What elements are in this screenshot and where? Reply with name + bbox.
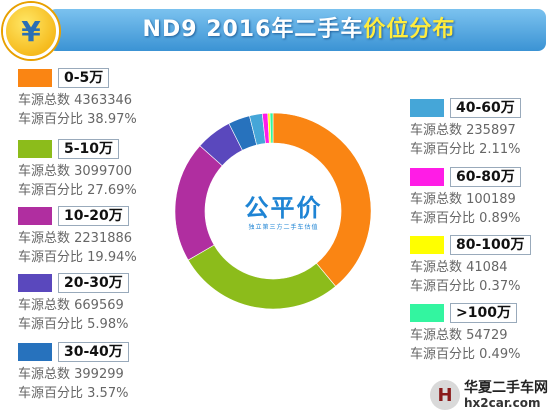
legend-swatch bbox=[18, 140, 52, 158]
title-banner bbox=[48, 9, 546, 51]
legend-item: >100万 车源总数 54729 车源百分比 0.49% bbox=[410, 303, 520, 364]
slice-10-20万 bbox=[174, 145, 223, 261]
count-label: 车源总数 bbox=[18, 164, 75, 179]
percent-label: 车源百分比 bbox=[410, 211, 480, 226]
watermark-text: 华夏二手车网 bbox=[464, 379, 548, 396]
count-value: 2231886 bbox=[74, 231, 133, 246]
legend-item: 40-60万 车源总数 235897 车源百分比 2.11% bbox=[410, 98, 521, 159]
count-label: 车源总数 bbox=[18, 231, 75, 246]
legend-swatch bbox=[18, 274, 52, 292]
count-value: 235897 bbox=[466, 123, 516, 138]
legend-count: 车源总数 4363346 bbox=[18, 91, 137, 110]
count-value: 3099700 bbox=[74, 164, 133, 179]
legend-item: 80-100万 车源总数 41084 车源百分比 0.37% bbox=[410, 235, 531, 296]
percent-label: 车源百分比 bbox=[410, 347, 480, 362]
slice-0-5万 bbox=[272, 112, 372, 287]
percent-value: 38.97% bbox=[87, 112, 137, 127]
legend-percent: 车源百分比 3.57% bbox=[18, 384, 129, 403]
watermark: H 华夏二手车网 hx2car.com bbox=[430, 380, 548, 410]
legend-percent: 车源百分比 38.97% bbox=[18, 110, 137, 129]
logo: 公平价 独立第三方二手车估值 bbox=[236, 194, 331, 231]
count-value: 669569 bbox=[74, 298, 124, 313]
legend-range: 0-5万 bbox=[58, 68, 110, 88]
legend-count: 车源总数 3099700 bbox=[18, 162, 137, 181]
percent-label: 车源百分比 bbox=[18, 386, 88, 401]
count-label: 车源总数 bbox=[410, 328, 467, 343]
legend-count: 车源总数 41084 bbox=[410, 258, 531, 277]
legend-range: 40-60万 bbox=[450, 98, 521, 118]
chart-title: ND9 2016年二手车价位分布 bbox=[64, 13, 534, 47]
yuan-coin-icon: ¥ bbox=[3, 3, 59, 59]
percent-label: 车源百分比 bbox=[18, 317, 88, 332]
legend-percent: 车源百分比 5.98% bbox=[18, 315, 129, 334]
count-label: 车源总数 bbox=[18, 298, 75, 313]
title-highlight: 价位分布 bbox=[363, 17, 456, 42]
legend-percent: 车源百分比 27.69% bbox=[18, 181, 137, 200]
yuan-symbol: ¥ bbox=[21, 14, 41, 48]
percent-label: 车源百分比 bbox=[410, 279, 480, 294]
count-value: 4363346 bbox=[74, 93, 133, 108]
legend-percent: 车源百分比 19.94% bbox=[18, 248, 137, 267]
legend-range: 80-100万 bbox=[450, 235, 531, 255]
legend-swatch bbox=[410, 168, 444, 186]
legend-swatch bbox=[410, 236, 444, 254]
legend-range: 30-40万 bbox=[58, 342, 129, 362]
count-value: 54729 bbox=[466, 328, 508, 343]
legend-count: 车源总数 669569 bbox=[18, 296, 129, 315]
count-value: 100189 bbox=[466, 192, 516, 207]
count-value: 399299 bbox=[74, 367, 124, 382]
percent-label: 车源百分比 bbox=[18, 250, 88, 265]
percent-label: 车源百分比 bbox=[18, 183, 88, 198]
legend-percent: 车源百分比 0.37% bbox=[410, 277, 531, 296]
legend-count: 车源总数 399299 bbox=[18, 365, 129, 384]
percent-value: 5.98% bbox=[87, 317, 129, 332]
legend-range: 5-10万 bbox=[58, 139, 120, 159]
legend-item: 10-20万 车源总数 2231886 车源百分比 19.94% bbox=[18, 206, 137, 267]
watermark-logo-icon: H bbox=[430, 380, 460, 410]
percent-label: 车源百分比 bbox=[18, 112, 88, 127]
legend-count: 车源总数 54729 bbox=[410, 326, 520, 345]
count-value: 41084 bbox=[466, 260, 508, 275]
legend-percent: 车源百分比 0.49% bbox=[410, 345, 520, 364]
percent-value: 3.57% bbox=[87, 386, 129, 401]
percent-value: 2.11% bbox=[479, 142, 521, 157]
legend-item: 60-80万 车源总数 100189 车源百分比 0.89% bbox=[410, 167, 521, 228]
legend-percent: 车源百分比 0.89% bbox=[410, 209, 521, 228]
count-label: 车源总数 bbox=[410, 260, 467, 275]
legend-swatch bbox=[18, 207, 52, 225]
watermark-url: hx2car.com bbox=[464, 395, 541, 410]
title-main: ND9 2016年二手车 bbox=[142, 17, 364, 42]
percent-value: 0.49% bbox=[479, 347, 521, 362]
logo-subtext: 独立第三方二手车估值 bbox=[248, 224, 319, 231]
legend-range: 10-20万 bbox=[58, 206, 129, 226]
legend-percent: 车源百分比 2.11% bbox=[410, 140, 521, 159]
legend-range: 60-80万 bbox=[450, 167, 521, 187]
legend-swatch bbox=[18, 69, 52, 87]
legend-swatch bbox=[410, 304, 444, 322]
legend-range: >100万 bbox=[450, 303, 517, 323]
percent-value: 19.94% bbox=[87, 250, 137, 265]
percent-value: 27.69% bbox=[87, 183, 137, 198]
legend-item: 5-10万 车源总数 3099700 车源百分比 27.69% bbox=[18, 139, 137, 200]
percent-value: 0.89% bbox=[479, 211, 521, 226]
legend-swatch bbox=[18, 343, 52, 361]
count-label: 车源总数 bbox=[18, 93, 75, 108]
count-label: 车源总数 bbox=[18, 367, 75, 382]
count-label: 车源总数 bbox=[410, 123, 467, 138]
donut-chart bbox=[174, 112, 372, 310]
legend-item: 0-5万 车源总数 4363346 车源百分比 38.97% bbox=[18, 68, 137, 129]
legend-count: 车源总数 2231886 bbox=[18, 229, 137, 248]
logo-text: 公平价 bbox=[244, 194, 323, 222]
count-label: 车源总数 bbox=[410, 192, 467, 207]
legend-swatch bbox=[410, 99, 444, 117]
legend-item: 30-40万 车源总数 399299 车源百分比 3.57% bbox=[18, 342, 129, 403]
slice->100万 bbox=[269, 112, 274, 144]
slice-5-10万 bbox=[187, 244, 337, 310]
legend-item: 20-30万 车源总数 669569 车源百分比 5.98% bbox=[18, 273, 129, 334]
legend-range: 20-30万 bbox=[58, 273, 129, 293]
legend-count: 车源总数 100189 bbox=[410, 190, 521, 209]
percent-label: 车源百分比 bbox=[410, 142, 480, 157]
legend-count: 车源总数 235897 bbox=[410, 121, 521, 140]
percent-value: 0.37% bbox=[479, 279, 521, 294]
